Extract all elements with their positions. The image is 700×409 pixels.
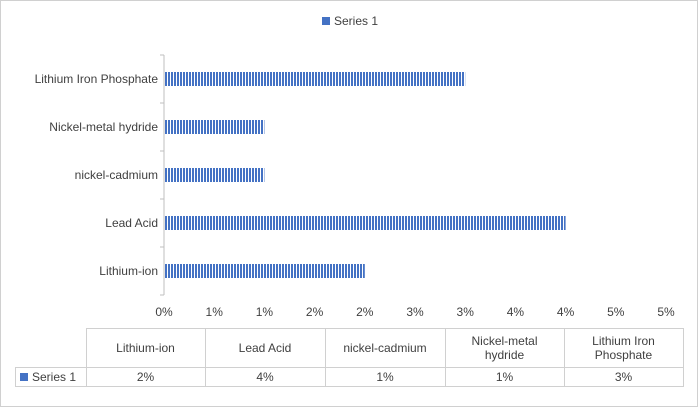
x-tick-label: 1%	[206, 305, 224, 319]
data-table-cell: 1%	[444, 367, 565, 387]
category-label: Nickel-metal hydride	[49, 120, 158, 134]
x-tick-label: 2%	[306, 305, 324, 319]
data-table-col-header: Nickel-metal hydride	[444, 328, 565, 368]
data-table-header-row: Lithium-ion Lead Acid nickel-cadmium Nic…	[15, 328, 684, 368]
data-table-cell: 4%	[204, 367, 326, 387]
x-tick-label: 5%	[657, 305, 675, 319]
data-table-cell: 3%	[563, 367, 684, 387]
x-tick-label: 2%	[356, 305, 374, 319]
data-table-cell: 2%	[85, 367, 206, 387]
x-tick-label: 3%	[406, 305, 424, 319]
legend-swatch	[321, 17, 330, 25]
category-label: nickel-cadmium	[75, 168, 158, 182]
x-tick-label: 4%	[557, 305, 575, 319]
x-tick-label: 1%	[256, 305, 274, 319]
bar	[164, 168, 265, 182]
x-tick-label: 4%	[507, 305, 525, 319]
x-tick-label: 0%	[155, 305, 173, 319]
data-table-col-header: Lithium Iron Phosphate	[563, 328, 684, 368]
data-table: Lithium-ion Lead Acid nickel-cadmium Nic…	[15, 328, 684, 387]
data-table-corner	[15, 328, 87, 368]
category-label: Lithium-ion	[99, 264, 158, 278]
category-label: Lithium Iron Phosphate	[35, 72, 159, 86]
category-label: Lead Acid	[105, 216, 158, 230]
data-table-swatch	[20, 373, 28, 381]
data-table-col-header: Lead Acid	[204, 328, 326, 368]
bar	[164, 264, 365, 278]
legend: Series 1	[0, 14, 700, 28]
data-table-col-header: Lithium-ion	[85, 328, 206, 368]
data-table-cell: 1%	[324, 367, 446, 387]
bar	[164, 120, 265, 134]
legend-label: Series 1	[333, 14, 379, 28]
data-table-series-label: Series 1	[15, 367, 87, 387]
data-table-row: Series 1 2% 4% 1% 1% 3%	[15, 367, 684, 387]
data-table-col-header: nickel-cadmium	[324, 328, 446, 368]
bar	[164, 216, 566, 230]
x-tick-label: 5%	[607, 305, 625, 319]
x-tick-label: 3%	[457, 305, 475, 319]
bar	[164, 72, 466, 86]
